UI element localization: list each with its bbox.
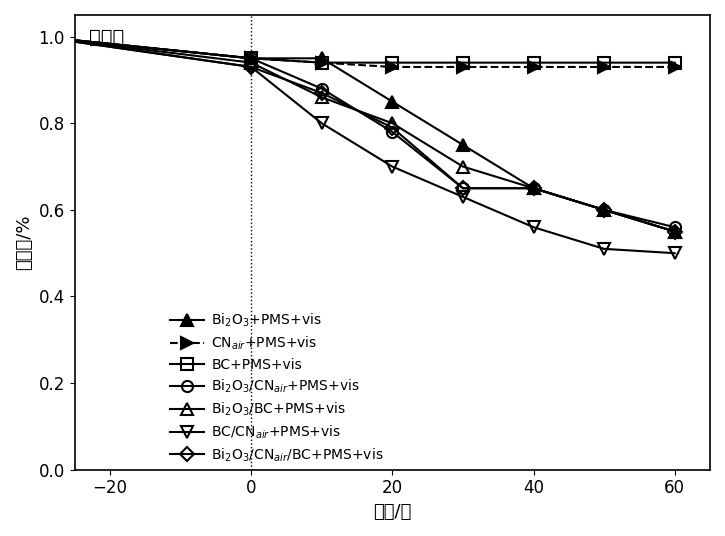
Bi$_2$O$_3$/BC+PMS+vis [671, 228, 679, 235]
Bi$_2$O$_3$+PMS+vis [388, 99, 397, 105]
BC/CN$_{air}$+PMS+vis [388, 163, 397, 170]
Bi$_2$O$_3$/CN$_{air}$/BC+PMS+vis [35, 33, 44, 40]
CN$_{air}$+PMS+vis [35, 33, 44, 40]
Bi$_2$O$_3$/BC+PMS+vis [600, 207, 608, 213]
Bi$_2$O$_3$+PMS+vis [671, 228, 679, 235]
Bi$_2$O$_3$/CN$_{air}$+PMS+vis [318, 85, 326, 92]
Bi$_2$O$_3$/BC+PMS+vis [247, 59, 255, 66]
Bi$_2$O$_3$+PMS+vis [529, 185, 538, 191]
BC/CN$_{air}$+PMS+vis [318, 120, 326, 126]
Bi$_2$O$_3$+PMS+vis [600, 207, 608, 213]
BC+PMS+vis [459, 59, 468, 66]
BC+PMS+vis [247, 55, 255, 62]
Line: Bi$_2$O$_3$/CN$_{air}$+PMS+vis: Bi$_2$O$_3$/CN$_{air}$+PMS+vis [34, 31, 680, 233]
Bi$_2$O$_3$/CN$_{air}$+PMS+vis [35, 33, 44, 40]
Bi$_2$O$_3$/CN$_{air}$+PMS+vis [459, 185, 468, 191]
CN$_{air}$+PMS+vis [247, 55, 255, 62]
BC+PMS+vis [529, 59, 538, 66]
Line: Bi$_2$O$_3$/CN$_{air}$/BC+PMS+vis: Bi$_2$O$_3$/CN$_{air}$/BC+PMS+vis [35, 32, 679, 236]
CN$_{air}$+PMS+vis [600, 64, 608, 70]
Y-axis label: 剩余率/%: 剩余率/% [15, 214, 33, 270]
CN$_{air}$+PMS+vis [529, 64, 538, 70]
CN$_{air}$+PMS+vis [459, 64, 468, 70]
BC+PMS+vis [671, 59, 679, 66]
CN$_{air}$+PMS+vis [318, 59, 326, 66]
Bi$_2$O$_3$/CN$_{air}$/BC+PMS+vis [318, 90, 326, 96]
Bi$_2$O$_3$/BC+PMS+vis [529, 185, 538, 191]
Line: BC/CN$_{air}$+PMS+vis: BC/CN$_{air}$+PMS+vis [34, 31, 680, 259]
Bi$_2$O$_3$/CN$_{air}$/BC+PMS+vis [388, 124, 397, 131]
Bi$_2$O$_3$+PMS+vis [318, 55, 326, 62]
CN$_{air}$+PMS+vis [671, 64, 679, 70]
Bi$_2$O$_3$/CN$_{air}$+PMS+vis [600, 207, 608, 213]
Bi$_2$O$_3$/CN$_{air}$/BC+PMS+vis [529, 185, 538, 191]
BC/CN$_{air}$+PMS+vis [600, 245, 608, 252]
Line: Bi$_2$O$_3$+PMS+vis: Bi$_2$O$_3$+PMS+vis [34, 31, 680, 237]
Line: Bi$_2$O$_3$/BC+PMS+vis: Bi$_2$O$_3$/BC+PMS+vis [34, 31, 680, 237]
BC+PMS+vis [318, 59, 326, 66]
BC+PMS+vis [388, 59, 397, 66]
Bi$_2$O$_3$/BC+PMS+vis [35, 33, 44, 40]
Line: BC+PMS+vis: BC+PMS+vis [34, 31, 680, 68]
Legend: Bi$_2$O$_3$+PMS+vis, CN$_{air}$+PMS+vis, BC+PMS+vis, Bi$_2$O$_3$/CN$_{air}$+PMS+: Bi$_2$O$_3$+PMS+vis, CN$_{air}$+PMS+vis,… [164, 307, 389, 470]
Line: CN$_{air}$+PMS+vis: CN$_{air}$+PMS+vis [34, 31, 680, 72]
Bi$_2$O$_3$/CN$_{air}$/BC+PMS+vis [247, 64, 255, 70]
Text: 暗反应: 暗反应 [88, 28, 124, 47]
Bi$_2$O$_3$/BC+PMS+vis [388, 120, 397, 126]
Bi$_2$O$_3$/BC+PMS+vis [318, 94, 326, 100]
Bi$_2$O$_3$/CN$_{air}$/BC+PMS+vis [671, 228, 679, 235]
Bi$_2$O$_3$/BC+PMS+vis [459, 163, 468, 170]
Bi$_2$O$_3$/CN$_{air}$+PMS+vis [529, 185, 538, 191]
BC/CN$_{air}$+PMS+vis [247, 64, 255, 70]
Bi$_2$O$_3$+PMS+vis [459, 142, 468, 148]
Bi$_2$O$_3$+PMS+vis [35, 33, 44, 40]
X-axis label: 时间/分: 时间/分 [373, 503, 412, 521]
Bi$_2$O$_3$+PMS+vis [247, 55, 255, 62]
BC/CN$_{air}$+PMS+vis [459, 193, 468, 200]
Bi$_2$O$_3$/CN$_{air}$+PMS+vis [388, 129, 397, 135]
BC+PMS+vis [600, 59, 608, 66]
CN$_{air}$+PMS+vis [388, 64, 397, 70]
Bi$_2$O$_3$/CN$_{air}$+PMS+vis [671, 224, 679, 230]
BC/CN$_{air}$+PMS+vis [35, 33, 44, 40]
Bi$_2$O$_3$/CN$_{air}$/BC+PMS+vis [600, 207, 608, 213]
BC/CN$_{air}$+PMS+vis [529, 224, 538, 230]
Bi$_2$O$_3$/CN$_{air}$+PMS+vis [247, 55, 255, 62]
Bi$_2$O$_3$/CN$_{air}$/BC+PMS+vis [459, 185, 468, 191]
BC+PMS+vis [35, 33, 44, 40]
BC/CN$_{air}$+PMS+vis [671, 250, 679, 256]
